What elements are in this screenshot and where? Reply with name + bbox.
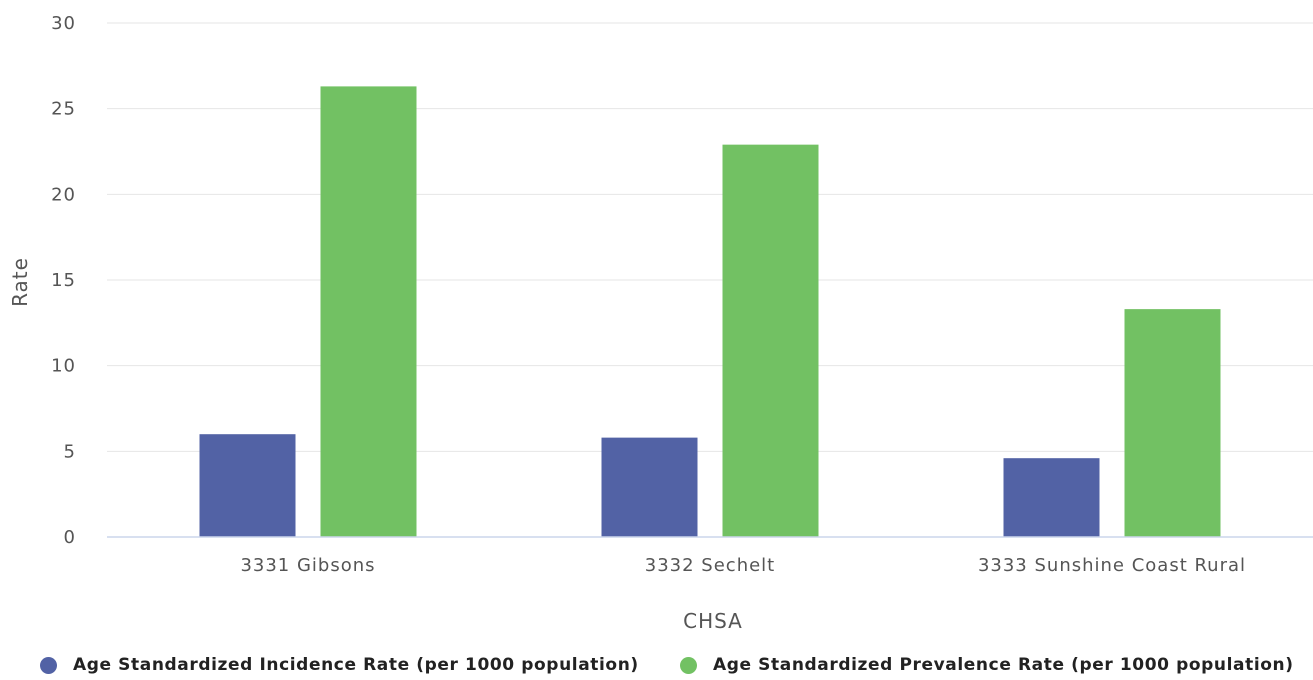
bars (199, 86, 1221, 537)
bar-prevalence[interactable] (1124, 309, 1221, 537)
x-axis-title: CHSA (683, 609, 743, 633)
x-tick-label: 3331 Gibsons (240, 555, 375, 576)
legend-label-prevalence: Age Standardized Prevalence Rate (per 10… (713, 655, 1294, 675)
legend-label-incidence: Age Standardized Incidence Rate (per 100… (73, 655, 639, 675)
bar-incidence[interactable] (199, 434, 296, 537)
y-axis-ticks: 0 5 10 15 20 25 30 (51, 13, 76, 548)
bar-prevalence[interactable] (320, 86, 417, 537)
legend: Age Standardized Incidence Rate (per 100… (0, 650, 1313, 680)
x-axis-ticks: 3331 Gibsons 3332 Sechelt 3333 Sunshine Co… (240, 555, 1246, 576)
y-tick-label: 5 (64, 441, 76, 462)
bar-incidence[interactable] (601, 437, 698, 537)
y-tick-label: 10 (51, 356, 76, 377)
legend-marker-prevalence (680, 656, 697, 674)
y-tick-label: 20 (51, 184, 76, 205)
y-axis-title: Rate (8, 257, 32, 307)
y-tick-label: 25 (51, 99, 76, 120)
y-tick-label: 30 (51, 13, 76, 34)
bar-incidence[interactable] (1003, 458, 1100, 537)
legend-item-prevalence[interactable]: Age Standardized Prevalence Rate (per 10… (680, 650, 1294, 680)
y-tick-label: 15 (51, 270, 76, 291)
legend-item-incidence[interactable]: Age Standardized Incidence Rate (per 100… (40, 650, 639, 680)
y-tick-label: 0 (64, 527, 76, 548)
x-tick-label: 3333 Sunshine Coast Rural (978, 555, 1246, 576)
x-tick-label: 3332 Sechelt (645, 555, 775, 576)
legend-marker-incidence (40, 656, 57, 674)
grid-lines (107, 22, 1313, 452)
bar-prevalence[interactable] (722, 144, 819, 537)
